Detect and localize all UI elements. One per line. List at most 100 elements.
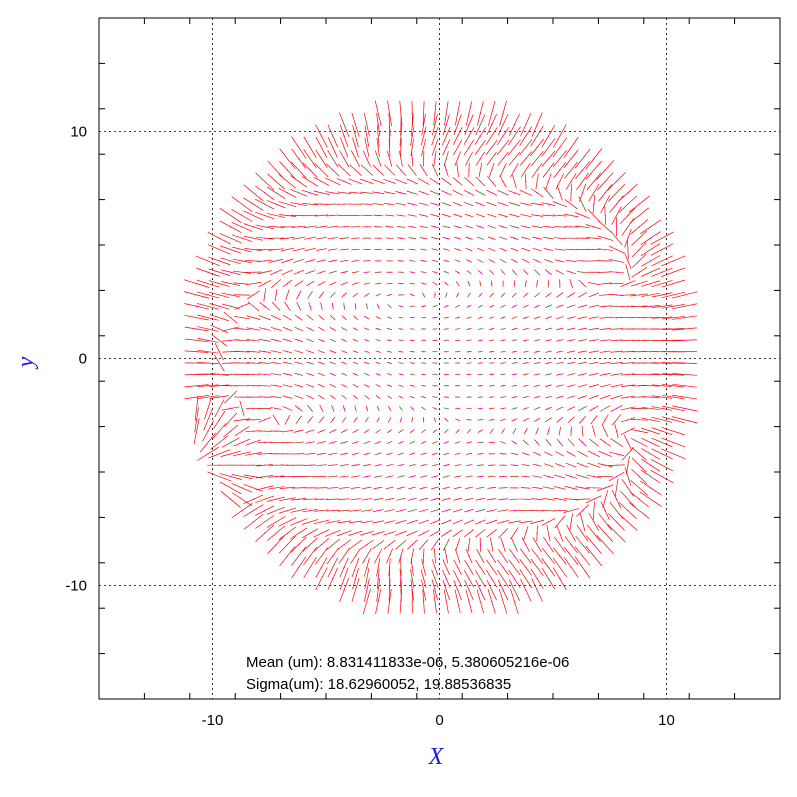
vector-origin (445, 589, 447, 591)
vector-origin (320, 475, 323, 478)
y-tick-label: 0 (79, 351, 87, 368)
vector-origin (354, 192, 357, 194)
vector-origin (468, 135, 470, 137)
vector-origin (400, 112, 402, 114)
vector-origin (354, 351, 357, 353)
vector-origin (332, 430, 334, 432)
vector-origin (343, 407, 345, 410)
vector-origin (388, 578, 391, 580)
vector-origin (547, 351, 550, 353)
vector-origin (275, 248, 277, 251)
vector-origin (207, 328, 209, 330)
vector-origin (400, 271, 402, 273)
vector-origin (468, 124, 470, 126)
vector-origin (400, 339, 402, 341)
vector-origin (207, 339, 209, 341)
vector-origin (275, 453, 277, 455)
vector-origin (377, 203, 379, 205)
vector-origin (650, 419, 652, 421)
vector-origin (502, 248, 504, 251)
vector-origin (479, 509, 481, 512)
vector-origin (615, 271, 618, 273)
vector-origin (457, 339, 459, 341)
vector-origin (672, 419, 674, 421)
vector-origin (298, 555, 300, 557)
vector-origin (581, 407, 584, 410)
vector-origin (604, 317, 606, 319)
vector-origin (615, 521, 618, 523)
vector-origin (491, 237, 493, 239)
vector-origin (491, 430, 493, 432)
vector-origin (502, 464, 504, 466)
vector-origin (309, 475, 311, 478)
vector-origin (536, 271, 538, 273)
vector-origin (684, 407, 686, 410)
vector-origin (366, 521, 368, 523)
vector-origin (298, 475, 300, 478)
vector-origin (570, 214, 572, 217)
vector-origin (615, 509, 618, 512)
vector-origin (513, 566, 516, 568)
vector-origin (468, 146, 470, 148)
vector-origin (241, 475, 243, 478)
vector-origin (230, 373, 232, 375)
vector-origin (491, 135, 493, 137)
vector-origin (457, 260, 459, 262)
vector-origin (241, 226, 243, 228)
vector-origin (196, 419, 198, 421)
vector-origin (491, 112, 493, 114)
vector-origin (366, 532, 368, 534)
vector-origin (627, 305, 629, 307)
vector-origin (536, 509, 538, 512)
vector-origin (400, 192, 402, 194)
vector-origin (252, 305, 254, 307)
vector-origin (423, 578, 425, 580)
vector-origin (241, 260, 243, 262)
vector-origin (559, 453, 561, 455)
vector-origin (343, 192, 345, 194)
vector-origin (366, 226, 368, 228)
vector-origin (434, 226, 436, 228)
vector-origin (536, 294, 538, 296)
vector-origin (366, 373, 368, 375)
vector-origin (547, 339, 550, 341)
vector-origin (388, 600, 391, 602)
vector-origin (298, 203, 300, 205)
vector-origin (638, 475, 640, 478)
vector-origin (468, 589, 470, 591)
vector-origin (604, 464, 606, 466)
vector-origin (502, 192, 504, 194)
vector-origin (196, 362, 198, 364)
vector-origin (309, 521, 311, 523)
vector-origin (275, 487, 277, 489)
vector-origin (264, 237, 266, 239)
vector-origin (411, 192, 413, 194)
vector-origin (354, 158, 357, 160)
vector-origin (547, 192, 550, 194)
vector-origin (525, 441, 527, 444)
vector-origin (502, 180, 504, 183)
vector-origin (264, 271, 266, 273)
vector-origin (627, 487, 629, 489)
vector-origin (241, 509, 243, 512)
vector-origin (377, 419, 379, 421)
vector-origin (593, 271, 595, 273)
vector-origin (502, 339, 504, 341)
vector-origin (434, 237, 436, 239)
vector-origin (207, 351, 209, 353)
vector-origin (377, 271, 379, 273)
vector-origin (320, 578, 323, 580)
vector-origin (388, 441, 391, 444)
vector-origin (332, 351, 334, 353)
vector-origin (230, 214, 232, 217)
vector-origin (672, 441, 674, 444)
vector-origin (343, 385, 345, 387)
vector-origin (513, 124, 516, 126)
vector-origin (581, 237, 584, 239)
vector-origin (445, 362, 447, 364)
vector-origin (457, 566, 459, 568)
vector-origin (196, 282, 198, 285)
vector-origin (547, 475, 550, 478)
vector-origin (252, 509, 254, 512)
vector-origin (525, 339, 527, 341)
